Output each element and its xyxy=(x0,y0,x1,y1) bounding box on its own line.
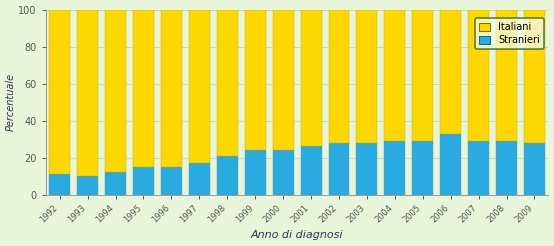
Bar xyxy=(496,141,517,195)
Bar xyxy=(245,150,266,195)
Bar xyxy=(440,10,461,134)
Bar xyxy=(384,10,406,141)
Bar xyxy=(329,143,350,195)
Bar xyxy=(161,167,182,195)
Bar xyxy=(49,10,70,174)
Bar xyxy=(217,156,238,195)
X-axis label: Anno di diagnosi: Anno di diagnosi xyxy=(251,231,343,240)
Bar xyxy=(49,174,70,195)
Bar xyxy=(412,141,433,195)
Bar xyxy=(496,10,517,141)
Bar xyxy=(189,10,210,163)
Bar xyxy=(77,10,98,176)
Bar xyxy=(468,141,489,195)
Bar xyxy=(105,10,126,172)
Bar xyxy=(245,10,266,150)
Bar xyxy=(524,143,545,195)
Bar xyxy=(440,134,461,195)
Bar xyxy=(356,143,377,195)
Bar xyxy=(133,167,154,195)
Bar xyxy=(412,10,433,141)
Bar xyxy=(384,141,406,195)
Bar xyxy=(468,10,489,141)
Bar xyxy=(189,163,210,195)
Bar xyxy=(524,10,545,143)
Bar xyxy=(301,146,321,195)
Bar xyxy=(161,10,182,167)
Bar xyxy=(273,150,294,195)
Bar xyxy=(133,10,154,167)
Bar xyxy=(329,10,350,143)
Legend: Italiani, Stranieri: Italiani, Stranieri xyxy=(475,18,543,49)
Bar xyxy=(273,10,294,150)
Bar xyxy=(77,176,98,195)
Bar xyxy=(217,10,238,156)
Bar xyxy=(356,10,377,143)
Bar xyxy=(105,172,126,195)
Y-axis label: Percentuale: Percentuale xyxy=(6,73,16,131)
Bar xyxy=(301,10,321,146)
